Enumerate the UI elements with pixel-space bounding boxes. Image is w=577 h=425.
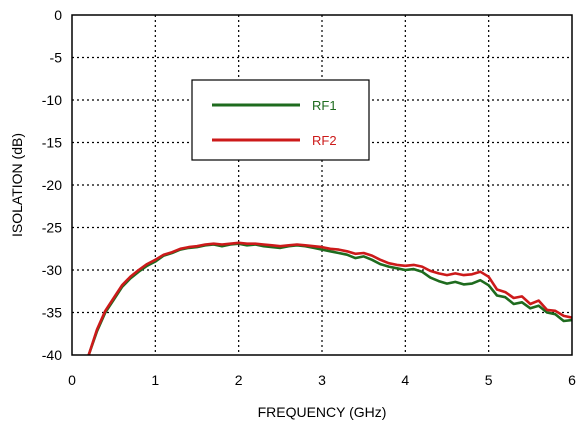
x-tick-label: 3 [318, 372, 326, 388]
x-tick-label: 1 [151, 372, 159, 388]
x-tick-labels: 0 1 2 3 4 5 6 [68, 372, 576, 388]
series-line-rf1 [87, 242, 572, 355]
series-layer [87, 241, 572, 355]
y-tick-label: -20 [42, 177, 62, 193]
y-tick-label: -5 [50, 50, 63, 66]
x-tick-label: 6 [568, 372, 576, 388]
y-tick-label: 0 [54, 7, 62, 23]
x-tick-label: 0 [68, 372, 76, 388]
y-tick-label: -35 [42, 305, 62, 321]
x-tick-label: 4 [401, 372, 409, 388]
y-tick-label: -15 [42, 135, 62, 151]
series-line-rf2 [87, 241, 572, 355]
legend-label-rf1: RF1 [312, 98, 337, 113]
grid [72, 15, 572, 355]
x-tick-label: 2 [235, 372, 243, 388]
y-tick-label: -10 [42, 92, 62, 108]
plot-frame [71, 14, 573, 356]
y-tick-label: -40 [42, 347, 62, 363]
y-tick-label: -30 [42, 262, 62, 278]
legend: RF1 RF2 [191, 79, 370, 161]
y-tick-labels: 0 -5 -10 -15 -20 -25 -30 -35 -40 [42, 7, 62, 363]
y-tick-label: -25 [42, 220, 62, 236]
legend-box [191, 79, 370, 161]
legend-label-rf2: RF2 [312, 133, 337, 148]
x-axis-title: FREQUENCY (GHz) [258, 404, 387, 420]
y-axis-title: ISOLATION (dB) [9, 133, 25, 237]
x-tick-label: 5 [485, 372, 493, 388]
